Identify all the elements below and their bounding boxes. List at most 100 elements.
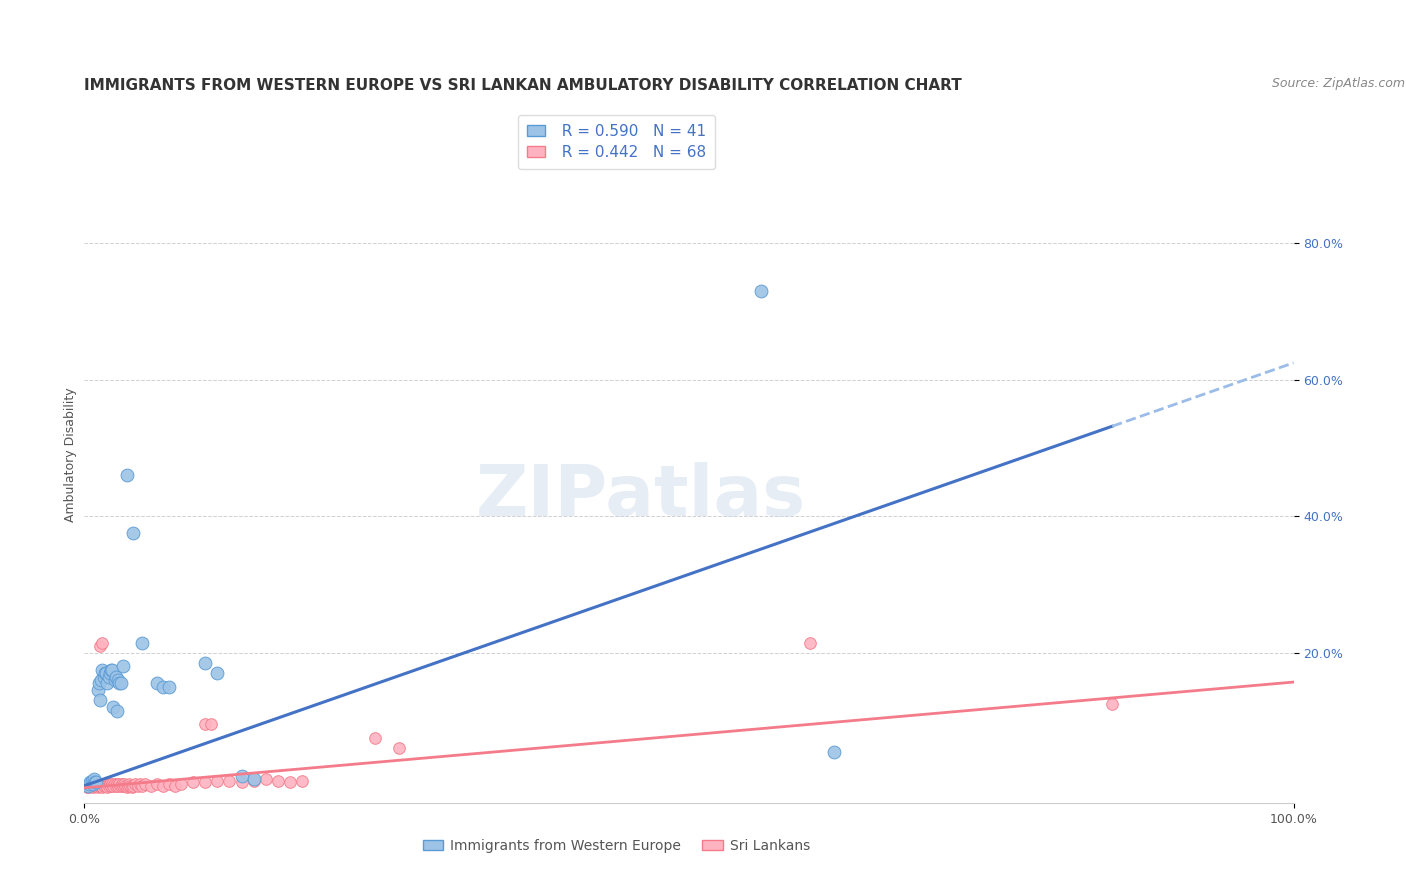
Point bbox=[101, 663, 124, 677]
Text: Source: ZipAtlas.com: Source: ZipAtlas.com bbox=[1271, 78, 1405, 90]
Point bbox=[157, 777, 180, 791]
Point bbox=[79, 777, 101, 791]
Point bbox=[96, 676, 118, 690]
Point bbox=[91, 635, 114, 649]
Point bbox=[94, 666, 117, 681]
Point bbox=[207, 666, 229, 681]
Point bbox=[127, 779, 149, 793]
Point bbox=[114, 779, 136, 793]
Point bbox=[112, 659, 135, 673]
Point bbox=[104, 777, 127, 791]
Point bbox=[98, 666, 121, 681]
Point bbox=[823, 745, 845, 759]
Point bbox=[89, 639, 111, 653]
Point bbox=[94, 666, 117, 681]
Point bbox=[97, 779, 120, 793]
Point bbox=[89, 693, 111, 707]
Point bbox=[84, 777, 107, 791]
Point bbox=[267, 774, 290, 789]
Point bbox=[108, 676, 131, 690]
Point bbox=[84, 775, 107, 789]
Point bbox=[121, 780, 143, 794]
Point bbox=[115, 780, 138, 794]
Point bbox=[77, 779, 100, 793]
Point bbox=[120, 779, 142, 793]
Point bbox=[139, 779, 162, 793]
Point bbox=[104, 670, 127, 684]
Point bbox=[86, 775, 108, 789]
Point bbox=[91, 780, 114, 794]
Point bbox=[131, 779, 153, 793]
Point bbox=[218, 774, 240, 789]
Point bbox=[121, 779, 143, 793]
Point bbox=[91, 663, 114, 677]
Point bbox=[82, 780, 104, 794]
Point bbox=[207, 774, 229, 789]
Point bbox=[107, 779, 129, 793]
Point bbox=[107, 673, 129, 687]
Point bbox=[242, 772, 264, 786]
Legend: Immigrants from Western Europe, Sri Lankans: Immigrants from Western Europe, Sri Lank… bbox=[418, 833, 815, 858]
Point bbox=[94, 777, 117, 791]
Point bbox=[231, 775, 253, 789]
Point bbox=[104, 673, 127, 687]
Point bbox=[96, 780, 118, 794]
Point bbox=[121, 526, 143, 541]
Point bbox=[291, 774, 314, 789]
Point bbox=[152, 779, 174, 793]
Point bbox=[134, 777, 156, 791]
Point bbox=[194, 717, 217, 731]
Point bbox=[124, 777, 146, 791]
Point bbox=[83, 779, 105, 793]
Point bbox=[194, 775, 217, 789]
Point bbox=[157, 680, 180, 694]
Point bbox=[112, 779, 135, 793]
Point bbox=[77, 780, 100, 794]
Point bbox=[181, 775, 204, 789]
Point bbox=[79, 775, 101, 789]
Point bbox=[1101, 697, 1123, 711]
Point bbox=[80, 774, 103, 789]
Point bbox=[86, 683, 108, 698]
Point bbox=[77, 777, 100, 791]
Y-axis label: Ambulatory Disability: Ambulatory Disability bbox=[65, 388, 77, 522]
Point bbox=[363, 731, 385, 745]
Point bbox=[105, 704, 128, 718]
Point bbox=[111, 777, 134, 791]
Point bbox=[254, 772, 277, 786]
Point bbox=[200, 717, 222, 731]
Point bbox=[93, 779, 115, 793]
Point bbox=[105, 777, 128, 791]
Point bbox=[83, 772, 105, 786]
Point bbox=[77, 779, 100, 793]
Point bbox=[146, 777, 169, 791]
Point bbox=[101, 777, 124, 791]
Point bbox=[100, 663, 122, 677]
Point bbox=[231, 768, 253, 782]
Point bbox=[104, 779, 127, 793]
Point bbox=[194, 656, 217, 670]
Point bbox=[165, 779, 187, 793]
Point bbox=[98, 777, 121, 791]
Point bbox=[117, 779, 139, 793]
Point bbox=[110, 779, 132, 793]
Point bbox=[118, 777, 141, 791]
Text: IMMIGRANTS FROM WESTERN EUROPE VS SRI LANKAN AMBULATORY DISABILITY CORRELATION C: IMMIGRANTS FROM WESTERN EUROPE VS SRI LA… bbox=[84, 78, 962, 94]
Point bbox=[103, 779, 125, 793]
Point bbox=[86, 779, 108, 793]
Point bbox=[152, 680, 174, 694]
Point bbox=[76, 780, 98, 794]
Point bbox=[90, 673, 112, 687]
Point bbox=[100, 779, 122, 793]
Point bbox=[108, 777, 131, 791]
Point bbox=[82, 777, 104, 791]
Point bbox=[242, 774, 264, 789]
Point bbox=[87, 779, 110, 793]
Point bbox=[131, 635, 153, 649]
Point bbox=[112, 777, 135, 791]
Point bbox=[388, 741, 411, 756]
Point bbox=[170, 777, 193, 791]
Point bbox=[103, 700, 125, 714]
Point bbox=[80, 779, 103, 793]
Text: ZIPatlas: ZIPatlas bbox=[475, 462, 806, 531]
